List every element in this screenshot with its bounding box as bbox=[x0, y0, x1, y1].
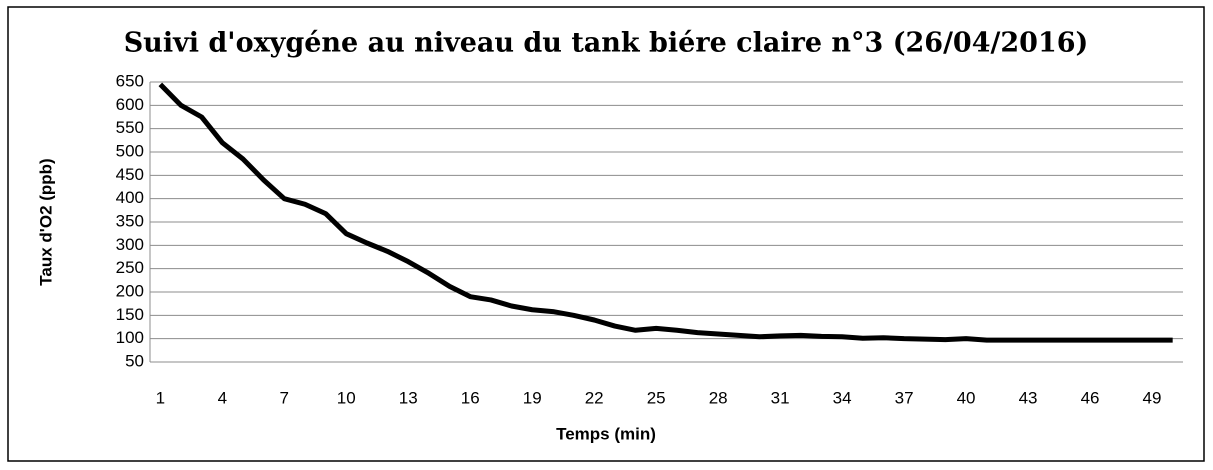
y-tick-label: 550 bbox=[116, 118, 144, 137]
chart-frame bbox=[7, 6, 1205, 462]
chart-title: Suivi d'oxygéne au niveau du tank biére … bbox=[124, 28, 1089, 59]
x-tick-label: 19 bbox=[523, 388, 542, 407]
x-axis-title: Temps (min) bbox=[556, 424, 656, 443]
y-tick-label: 500 bbox=[116, 141, 144, 160]
x-tick-label: 31 bbox=[771, 388, 790, 407]
x-tick-label: 40 bbox=[957, 388, 976, 407]
x-tick-label: 7 bbox=[280, 388, 289, 407]
x-tick-label: 22 bbox=[585, 388, 604, 407]
y-tick-label: 200 bbox=[116, 281, 144, 300]
y-tick-label: 50 bbox=[125, 351, 144, 370]
y-tick-label: 600 bbox=[116, 95, 144, 114]
y-tick-label: 650 bbox=[116, 71, 144, 90]
x-tick-label: 25 bbox=[647, 388, 666, 407]
x-tick-label: 43 bbox=[1019, 388, 1038, 407]
x-tick-label: 13 bbox=[399, 388, 418, 407]
x-tick-label: 4 bbox=[218, 388, 227, 407]
x-tick-label: 1 bbox=[156, 388, 165, 407]
x-tick-label: 46 bbox=[1081, 388, 1100, 407]
x-tick-label: 10 bbox=[337, 388, 356, 407]
x-tick-label: 28 bbox=[709, 388, 728, 407]
x-tick-label: 34 bbox=[833, 388, 852, 407]
y-tick-label: 250 bbox=[116, 258, 144, 277]
y-tick-label: 150 bbox=[116, 305, 144, 324]
x-tick-label: 49 bbox=[1143, 388, 1162, 407]
y-tick-label: 300 bbox=[116, 235, 144, 254]
y-tick-label: 400 bbox=[116, 188, 144, 207]
y-tick-label: 450 bbox=[116, 165, 144, 184]
x-tick-label: 16 bbox=[461, 388, 480, 407]
data-line bbox=[158, 82, 1173, 343]
y-axis-title: Taux d'O2 (ppb) bbox=[36, 158, 55, 285]
x-tick-label: 37 bbox=[895, 388, 914, 407]
y-tick-label: 100 bbox=[116, 328, 144, 347]
y-tick-label: 350 bbox=[116, 211, 144, 230]
